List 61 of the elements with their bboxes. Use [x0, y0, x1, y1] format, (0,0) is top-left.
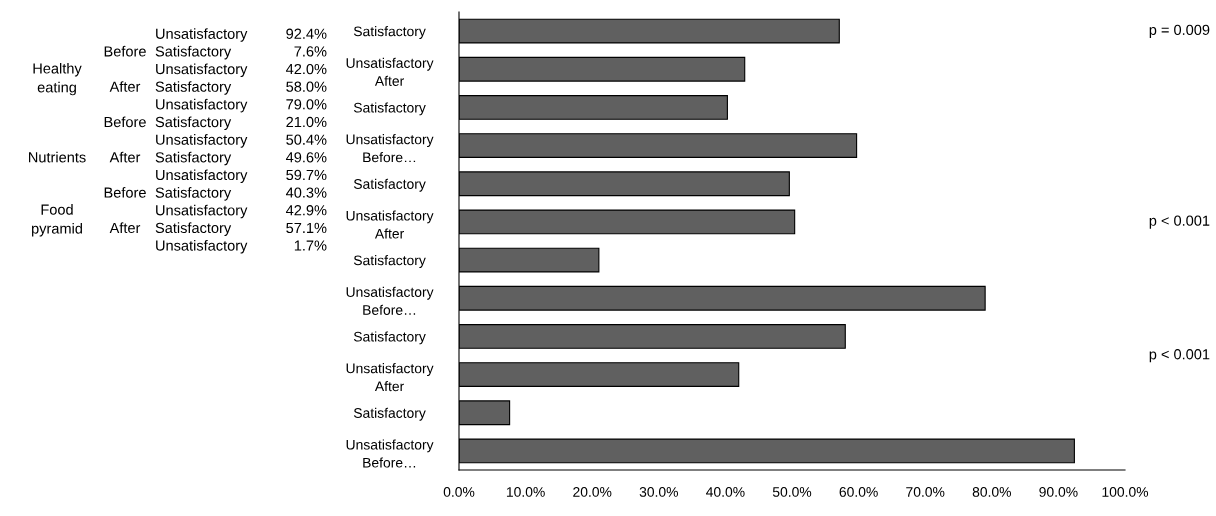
- text: Satisfactory: [155, 116, 232, 131]
- text: 59.7%: [286, 169, 327, 181]
- x-tick-label: 10.0%: [506, 487, 545, 497]
- text: Food pyramid: [32, 204, 82, 237]
- text: Satisfactory: [155, 187, 232, 201]
- text: 1.7%: [294, 240, 327, 251]
- text: Satisfactory: [155, 222, 232, 236]
- x-tick-label: 20.0%: [573, 487, 612, 497]
- y-tick-label: Unsatisfactory After: [346, 57, 434, 86]
- text: 40.3%: [285, 187, 327, 198]
- text: p < 0.001: [1149, 215, 1210, 229]
- y-tick-label: Satisfactory: [353, 102, 426, 116]
- text: Before: [104, 45, 146, 57]
- text: 7.6%: [294, 46, 327, 57]
- y-tick-label: Satisfactory: [353, 331, 426, 345]
- text: Unsatisfactory: [156, 169, 248, 183]
- text: 42.9%: [285, 205, 327, 216]
- text: 79.0%: [286, 99, 327, 110]
- text: Before: [104, 116, 146, 128]
- x-tick-label: 60.0%: [839, 487, 878, 497]
- y-tick-label: Satisfactory: [353, 26, 426, 39]
- y-tick-label: Unsatisfactory Before…: [346, 286, 434, 315]
- text: 42.0%: [285, 63, 327, 75]
- text: p < 0.001: [1149, 349, 1210, 363]
- y-tick-label: Unsatisfactory Before…: [346, 439, 434, 468]
- text: Satisfactory: [155, 45, 232, 60]
- y-tick-label: Satisfactory: [353, 178, 426, 192]
- text: Healthy eating: [33, 62, 82, 96]
- x-tick-label: 30.0%: [639, 487, 678, 497]
- text: 58.0%: [286, 81, 327, 92]
- x-tick-label: 50.0%: [772, 487, 812, 497]
- y-tick-label: Satisfactory: [353, 407, 426, 421]
- text: Nutrients: [29, 151, 86, 163]
- x-tick-label: 80.0%: [972, 487, 1011, 497]
- text: Unsatisfactory: [156, 134, 248, 148]
- text: 21.0%: [286, 116, 327, 128]
- text: Satisfactory: [155, 151, 232, 166]
- x-tick-label: 70.0%: [906, 487, 945, 497]
- text: Satisfactory: [155, 81, 232, 95]
- x-tick-label: 90.0%: [1039, 487, 1078, 497]
- text: Unsatisfactory: [156, 63, 248, 78]
- y-tick-label: Unsatisfactory Before…: [346, 134, 434, 163]
- text: Before: [104, 187, 146, 198]
- text: Unsatisfactory: [156, 240, 248, 254]
- text: Unsatisfactory: [156, 28, 248, 42]
- y-tick-label: Unsatisfactory After: [346, 363, 434, 392]
- text: Unsatisfactory: [156, 98, 248, 113]
- x-tick-label: 100.0%: [1102, 487, 1149, 497]
- text: After: [109, 222, 141, 234]
- text: 50.4%: [286, 134, 327, 145]
- text: p = 0.009: [1149, 24, 1210, 38]
- y-tick-label: Satisfactory: [353, 255, 426, 268]
- text: 57.1%: [286, 222, 327, 234]
- text: After: [109, 81, 141, 92]
- text: Unsatisfactory: [156, 204, 248, 219]
- text: 92.4%: [286, 28, 327, 39]
- y-tick-label: Unsatisfactory After: [346, 210, 434, 239]
- text: After: [109, 151, 141, 163]
- x-tick-label: 40.0%: [706, 487, 745, 497]
- text: 49.6%: [285, 152, 327, 163]
- x-tick-label: 0.0%: [443, 487, 475, 497]
